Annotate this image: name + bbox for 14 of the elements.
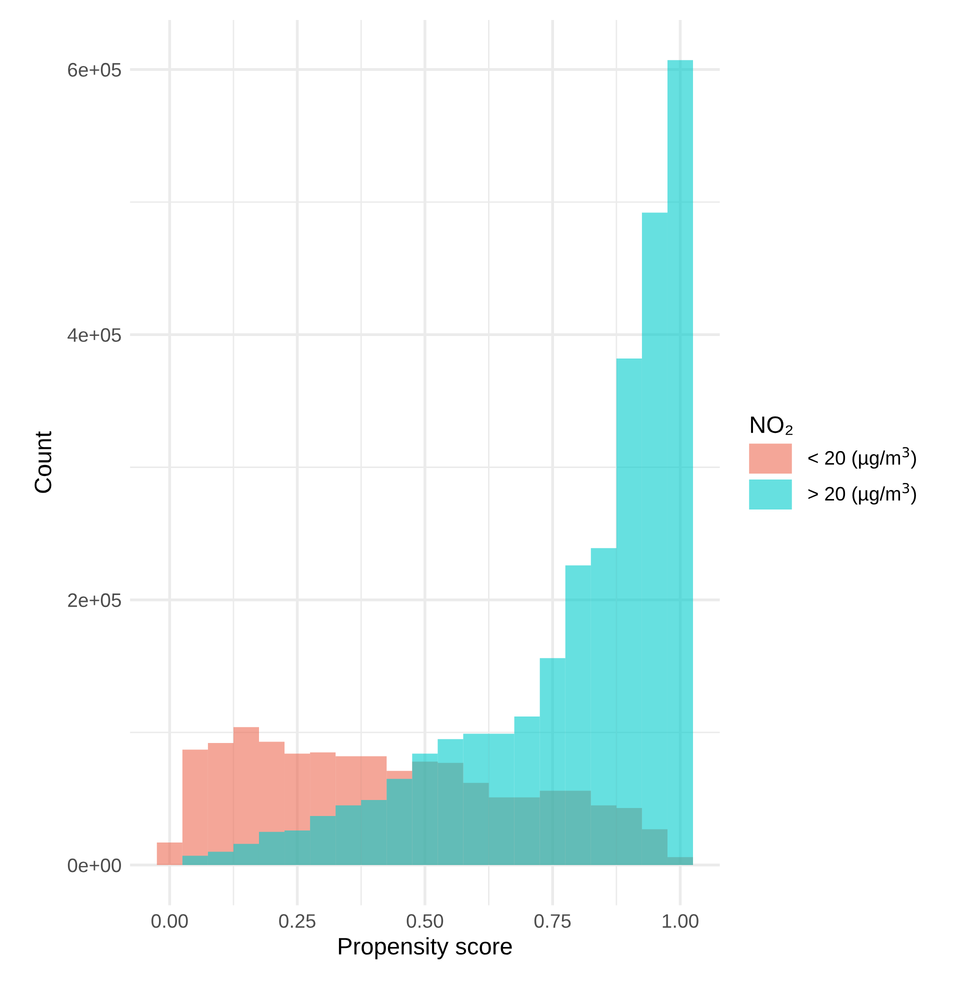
x-axis-title: Propensity score: [338, 937, 512, 960]
y-tick-label: 6e+05: [68, 62, 121, 77]
x-tick-label: 0.50: [406, 914, 444, 928]
y-tick-label: 0e+00: [68, 858, 121, 872]
legend-label: > 20 (µg/m$^{3}$): [808, 482, 916, 505]
x-tick-label: 0.00: [151, 914, 188, 928]
y-tick-label: 2e+05: [68, 593, 121, 608]
x-tick-label: 0.25: [279, 914, 316, 928]
y-axis-title: Count: [34, 431, 52, 493]
legend-title: NO₂: [751, 416, 793, 435]
legend-label: < 20 (µg/m$^{3}$): [808, 447, 916, 469]
x-tick-label: 0.75: [534, 914, 571, 928]
y-tick-label: 4e+05: [68, 328, 121, 342]
x-tick-label: 1.00: [662, 914, 698, 928]
